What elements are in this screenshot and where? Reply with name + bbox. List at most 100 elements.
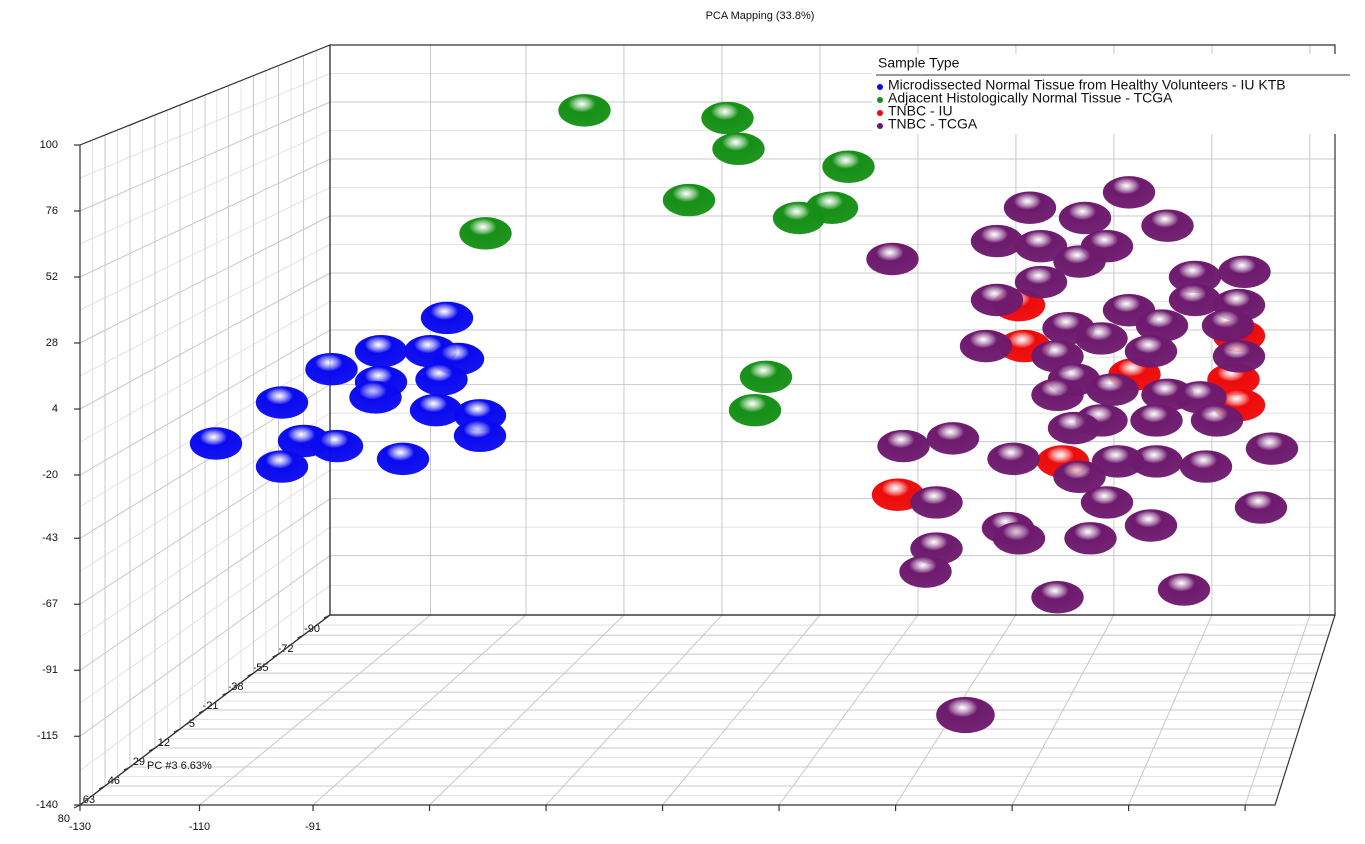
marks	[189, 94, 1299, 734]
walls: 1007652284-20-43-67-91-115-140-90-72-55-…	[36, 44, 1336, 833]
y-tick-label: -115	[37, 730, 58, 742]
legend-swatch	[877, 123, 883, 129]
x-tick-label: -110	[189, 821, 210, 833]
legend-label: TNBC - IU	[888, 103, 953, 119]
sphere-point	[255, 386, 309, 419]
y-tick-label: -67	[42, 598, 58, 610]
sphere-point	[936, 696, 995, 734]
sphere-point	[459, 217, 512, 250]
sphere-point	[1130, 404, 1183, 437]
sphere-point	[728, 393, 782, 427]
z-tick-label: -5	[185, 718, 195, 730]
z-tick-label: 12	[158, 737, 170, 749]
sphere-point	[558, 94, 611, 127]
legend-box	[872, 54, 1350, 134]
sphere-point	[970, 283, 1024, 317]
grid-line	[1011, 614, 1115, 806]
grid-line	[778, 614, 919, 806]
sphere-point	[1218, 255, 1271, 289]
sphere-point	[1130, 445, 1183, 478]
legend-title: Sample Type	[878, 55, 960, 71]
grid-line	[429, 614, 625, 806]
z-tick-label: 29	[133, 756, 145, 768]
sphere-point	[1124, 335, 1178, 368]
sphere-point	[1141, 209, 1194, 242]
sphere-point	[1102, 176, 1156, 209]
grid-line	[545, 614, 723, 806]
sphere-point	[1124, 509, 1178, 542]
sphere-point	[1168, 283, 1222, 317]
sphere-point	[1047, 411, 1101, 445]
grid-line	[1128, 614, 1213, 806]
sphere-point	[987, 442, 1040, 476]
sphere-point	[959, 329, 1013, 363]
sphere-point	[1014, 265, 1068, 299]
sphere-point	[1245, 432, 1299, 465]
sphere-point	[349, 381, 402, 414]
sphere-point	[712, 132, 765, 166]
z-tick-label: 63	[83, 794, 95, 806]
legend-swatch	[877, 110, 883, 116]
sphere-point	[822, 150, 875, 183]
legend-swatch	[877, 97, 883, 103]
sphere-point	[970, 224, 1024, 258]
sphere-point	[1003, 191, 1057, 224]
sphere-point	[1135, 309, 1189, 342]
x-tick-label: -91	[305, 821, 321, 833]
sphere-point	[1014, 229, 1068, 263]
sphere-point	[305, 352, 358, 386]
grid-line	[312, 614, 527, 806]
x-tick-label: -130	[69, 821, 91, 833]
y-tick-label: -20	[42, 469, 58, 481]
sphere-point	[354, 335, 408, 368]
y-tick-label: 76	[46, 205, 58, 217]
sphere-point	[1058, 201, 1112, 235]
sphere-point	[739, 360, 793, 394]
legend: Sample Type Microdissected Normal Tissue …	[872, 54, 1350, 134]
sphere-point	[1179, 450, 1233, 483]
y-tick-label: 100	[40, 139, 58, 151]
z-tick-label: 46	[108, 775, 120, 787]
z-tick-label: 80	[58, 813, 70, 825]
sphere-point	[1168, 260, 1222, 294]
sphere-point	[1053, 460, 1106, 494]
sphere-point	[255, 450, 309, 483]
y-tick-label: 52	[46, 271, 58, 283]
grid-line	[199, 614, 431, 806]
y-tick-label: -43	[42, 532, 58, 544]
sphere-point	[877, 429, 930, 463]
sphere-point	[376, 442, 430, 476]
sphere-point	[415, 363, 468, 396]
sphere-point	[910, 486, 963, 519]
floor-edge	[78, 614, 1336, 806]
sphere-point	[1212, 340, 1266, 373]
sphere-point	[189, 427, 243, 460]
sphere-point	[701, 101, 754, 135]
sphere-point	[453, 419, 507, 453]
legend-label: Microdissected Normal Tissue from Health…	[888, 77, 1286, 93]
grid-line	[1244, 614, 1311, 806]
z-axis-label: PC #3 6.63%	[147, 760, 212, 772]
sphere-point	[1031, 581, 1084, 614]
sphere-point	[1080, 486, 1134, 519]
sphere-point	[1064, 522, 1117, 555]
y-tick-label: -140	[36, 799, 58, 811]
legend-label: TNBC - TCGA	[888, 116, 978, 132]
sphere-point	[1031, 378, 1084, 412]
sphere-point	[772, 201, 826, 235]
sphere-point	[1053, 245, 1106, 278]
sphere-point	[1201, 309, 1255, 342]
y-tick-label: 28	[46, 337, 58, 349]
sphere-point	[926, 422, 980, 455]
y-tick-label: -91	[42, 664, 58, 676]
sphere-point	[1190, 404, 1244, 437]
legend-label: Adjacent Histologically Normal Tissue - …	[888, 90, 1173, 106]
sphere-point	[409, 393, 463, 427]
sphere-point	[420, 301, 474, 335]
sphere-point	[899, 555, 952, 588]
sphere-point	[1157, 573, 1211, 606]
sphere-point	[310, 429, 364, 463]
legend-swatch	[877, 84, 883, 90]
